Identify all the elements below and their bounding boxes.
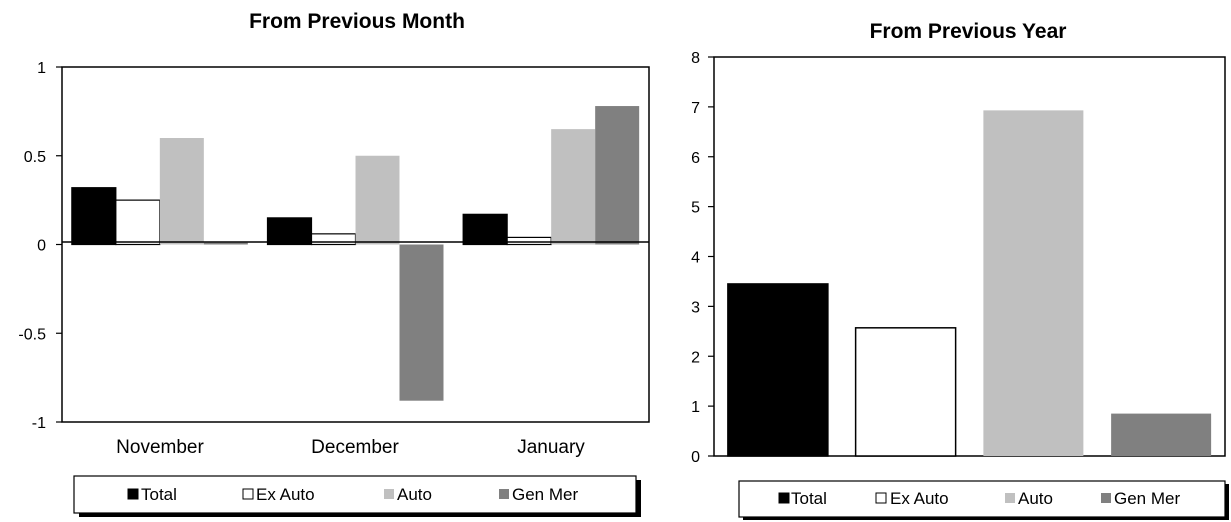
bars	[727, 110, 1212, 457]
legend-label-auto: Auto	[397, 485, 432, 504]
bar-auto	[983, 110, 1084, 457]
bars	[71, 106, 640, 401]
bar-auto-january	[551, 129, 596, 245]
bar-ex-auto-november	[115, 199, 161, 246]
bar-total-december	[266, 217, 313, 246]
category-label: November	[116, 437, 204, 458]
legend-label-gen-mer: Gen Mer	[1114, 489, 1180, 508]
legend-label-ex-auto: Ex Auto	[256, 485, 315, 504]
bar-gen-mer-november	[203, 242, 248, 245]
legend-swatch-auto	[1005, 493, 1015, 503]
y-tick-label: 0	[37, 238, 46, 255]
legend-swatch-ex-auto	[875, 492, 887, 504]
legend-swatch-total	[778, 492, 790, 504]
bar-auto-december	[355, 155, 400, 245]
y-tick-label: 1	[691, 399, 700, 416]
bar-total-january	[462, 213, 508, 246]
legend-swatch-auto	[384, 489, 394, 499]
bar-total	[727, 283, 829, 457]
y-tick-label: 8	[691, 50, 700, 67]
y-tick-label: 5	[691, 200, 700, 217]
category-label: December	[311, 437, 399, 458]
y-tick-label: 4	[691, 250, 700, 267]
bar-gen-mer	[1111, 413, 1212, 456]
legend-label-total: Total	[791, 489, 827, 508]
bar-total-november	[71, 187, 117, 246]
y-tick-label: 6	[691, 150, 700, 167]
bar-auto-november	[159, 138, 204, 245]
y-tick-label: -1	[32, 415, 46, 432]
category-label: January	[517, 437, 585, 458]
legend-label-gen-mer: Gen Mer	[512, 485, 578, 504]
bar-ex-auto-december	[310, 233, 357, 246]
y-axis: -1 -0.5 0 0.5 1	[18, 60, 62, 432]
chart-title: From Previous Month	[249, 10, 465, 33]
y-tick-label: 0.5	[24, 149, 46, 166]
bar-gen-mer-december	[399, 244, 444, 401]
y-tick-label: 7	[691, 100, 700, 117]
legend-box	[73, 475, 637, 514]
legend-swatch-gen-mer	[1101, 493, 1111, 503]
chart-title: From Previous Year	[870, 20, 1067, 43]
y-tick-label: 2	[691, 349, 700, 366]
legend-label-ex-auto: Ex Auto	[890, 489, 949, 508]
legend-swatch-gen-mer	[499, 489, 509, 499]
y-axis: 0 1 2 3 4 5 6 7 8	[691, 50, 714, 466]
legend-label-auto: Auto	[1018, 489, 1053, 508]
legend-box	[738, 480, 1226, 518]
bar-ex-auto-january	[506, 236, 552, 246]
y-tick-label: 1	[37, 60, 46, 77]
legend: Total Ex Auto Auto Gen Mer	[73, 475, 641, 517]
chart-previous-year: From Previous Year 0 1 2 3 4 5 6 7 8 Total Ex Au…	[691, 20, 1229, 520]
chart-previous-month: From Previous Month -1 -0.5 0 0.5 1 November…	[18, 10, 650, 517]
legend-swatch-total	[127, 488, 139, 500]
y-tick-label: -0.5	[18, 326, 46, 343]
y-tick-label: 0	[691, 449, 700, 466]
y-tick-label: 3	[691, 299, 700, 316]
bar-ex-auto	[854, 327, 957, 457]
legend: Total Ex Auto Auto Gen Mer	[738, 480, 1229, 520]
legend-label-total: Total	[141, 485, 177, 504]
legend-swatch-ex-auto	[242, 488, 254, 500]
bar-gen-mer-january	[595, 106, 640, 245]
